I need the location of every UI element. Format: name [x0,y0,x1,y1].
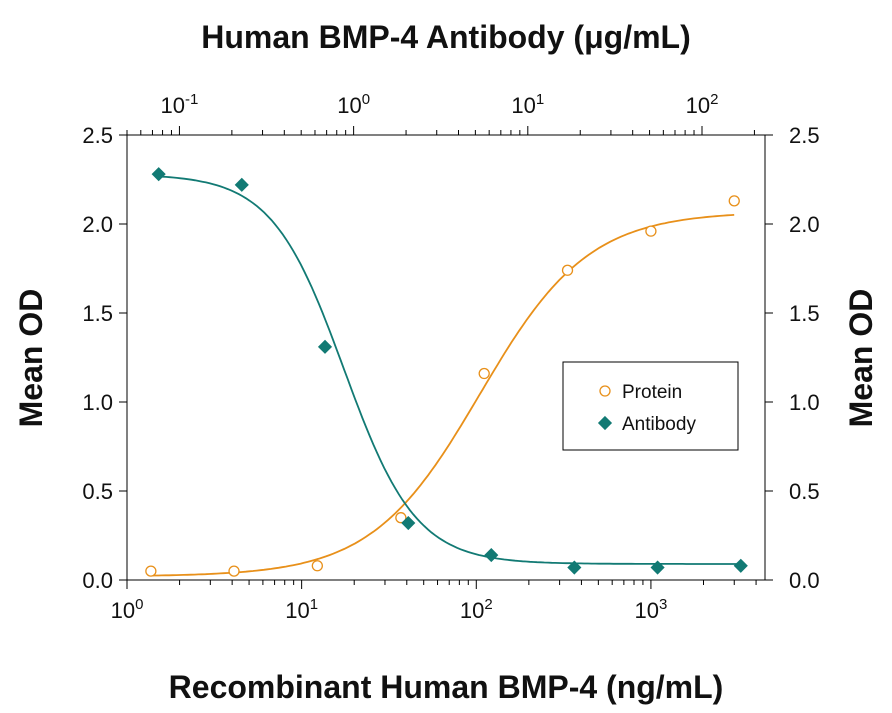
x2-tick-label: 100 [337,91,370,118]
legend-label-protein: Protein [622,382,682,403]
legend-box [562,361,739,451]
data-point-antibody [733,558,748,573]
y-tick-label-right: 0.5 [789,479,820,504]
y-tick-label-right: 2.0 [789,212,820,237]
legend-marker-antibody [597,415,613,431]
data-point-protein [145,565,157,577]
y-tick-label-left: 0.5 [82,479,113,504]
data-point-antibody [650,560,665,575]
data-point-protein [561,264,574,276]
data-point-protein [645,225,657,237]
y-tick-label-left: 0.0 [82,568,113,593]
x2-tick-label: 102 [686,91,719,118]
x2-tick-label: 10-1 [161,91,199,118]
legend-marker-protein [599,385,611,397]
x-tick-label: 101 [285,596,318,623]
bottom-axis-title: Recombinant Human BMP-4 (ng/mL) [169,669,724,705]
y-tick-label-right: 0.0 [789,568,820,593]
x-tick-label: 100 [111,596,144,623]
data-point-protein [478,367,490,380]
data-point-protein [395,512,407,524]
x2-tick-label: 101 [511,91,544,118]
legend: Protein Antibody [562,361,739,451]
y-tick-label-right: 1.0 [789,390,820,415]
data-point-protein [311,560,323,572]
fit-curve-protein [150,214,735,577]
fit-curve-antibody [158,175,741,565]
x-tick-label: 103 [635,596,668,623]
curves-layer [150,175,741,577]
data-point-antibody [567,560,582,575]
legend-items: Protein Antibody [597,382,696,435]
data-point-antibody [484,548,499,563]
axes-layer: 100 101 102 103 10-1 100 101 102 0.0 0.0 0.5 0.5 1.0… [82,91,819,623]
y-tick-label-left: 2.5 [82,123,113,148]
top-axis-title: Human BMP-4 Antibody (μg/mL) [201,19,690,55]
y-tick-label-left: 1.5 [82,301,113,326]
y-tick-label-left: 2.0 [82,212,113,237]
data-point-protein [728,195,740,207]
data-point-antibody [317,339,333,354]
y-tick-label-right: 2.5 [789,123,820,148]
y-tick-label-right: 1.5 [789,301,820,326]
legend-label-antibody: Antibody [622,414,696,435]
right-axis-title: Mean OD [843,289,879,428]
left-axis-title: Mean OD [13,289,49,428]
points-layer [145,167,748,577]
data-point-antibody [234,177,249,192]
data-point-antibody [401,515,416,531]
y-tick-label-left: 1.0 [82,390,113,415]
data-point-antibody [151,167,166,182]
plot-frame [126,134,766,581]
data-point-protein [228,565,240,577]
x-tick-label: 102 [460,596,493,623]
